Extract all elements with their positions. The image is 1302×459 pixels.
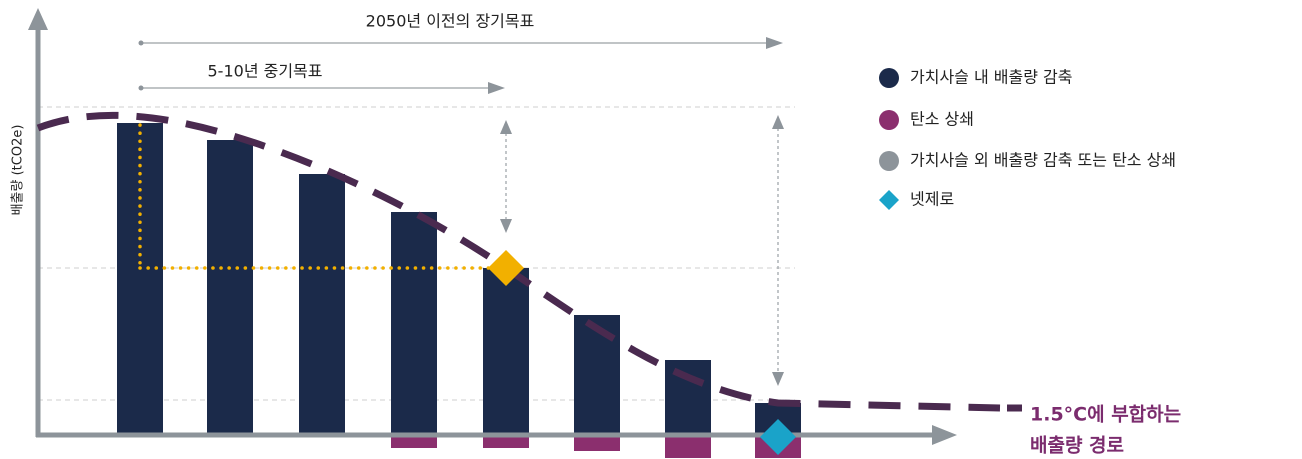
offset-bar — [665, 437, 711, 458]
arrow-head — [500, 120, 512, 134]
arrow-head — [488, 82, 505, 94]
emission-bar — [665, 360, 711, 435]
legend-label: 넷제로 — [910, 190, 954, 209]
offset-bar — [483, 437, 529, 448]
mid-term-label: 5-10년 중기목표 — [208, 62, 323, 81]
y-arrow — [28, 8, 48, 30]
net-zero-diamond — [760, 419, 796, 455]
pathway-label: 1.5°C에 부합하는 — [1030, 404, 1181, 426]
legend-swatch — [879, 68, 899, 88]
mid-target-diamond — [488, 250, 524, 286]
bars — [117, 123, 801, 458]
pathway-line — [36, 111, 1001, 412]
arrow-head — [772, 372, 784, 386]
legend-label: 가치사슬 외 배출량 감축 또는 탄소 상쇄 — [910, 151, 1176, 170]
y-axis-label: 배출량 (tCO2e) — [11, 125, 26, 216]
legend-swatch — [879, 110, 899, 130]
offset-bar — [574, 437, 620, 451]
emission-bar — [117, 123, 163, 435]
arrow-head — [766, 37, 783, 49]
offset-bar — [391, 437, 437, 448]
emission-bar — [207, 140, 253, 435]
emission-bar — [391, 212, 437, 435]
legend-label: 탄소 상쇄 — [910, 110, 974, 129]
horizons — [138, 37, 784, 386]
legend-label: 가치사슬 내 배출량 감축 — [910, 68, 1072, 87]
arrow-head — [500, 219, 512, 233]
legend-swatch — [879, 151, 899, 171]
target-lines — [138, 123, 492, 270]
arrow-head — [772, 115, 784, 129]
emission-bar — [574, 315, 620, 435]
x-arrow — [932, 425, 957, 445]
emission-bar — [483, 268, 529, 435]
legend: 가치사슬 내 배출량 감축 탄소 상쇄 가치사슬 외 배출량 감축 또는 탄소 … — [879, 68, 1176, 210]
dot — [138, 85, 144, 91]
pathway-label: 배출량 경로 — [1030, 435, 1124, 457]
emission-bar — [299, 174, 345, 435]
long-term-label: 2050년 이전의 장기목표 — [366, 12, 535, 31]
legend-swatch — [879, 190, 899, 210]
dot — [138, 40, 144, 46]
